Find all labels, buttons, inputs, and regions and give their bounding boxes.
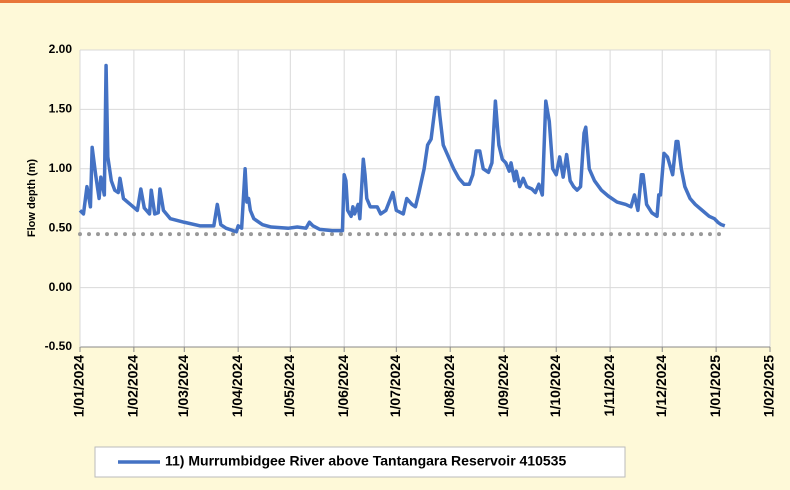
x-tick-label: 1/02/2025	[761, 355, 777, 417]
y-tick-label: 0.50	[49, 220, 73, 234]
x-tick-label: 1/03/2024	[175, 355, 191, 417]
x-tick-label: 1/04/2024	[229, 355, 245, 417]
x-tick-label: 1/08/2024	[441, 355, 457, 417]
x-tick-label: 1/12/2024	[653, 355, 669, 417]
x-tick-label: 1/06/2024	[335, 355, 351, 417]
legend-label: 11) Murrumbidgee River above Tantangara …	[165, 453, 566, 469]
x-tick-label: 1/09/2024	[495, 355, 511, 417]
x-tick-label: 1/02/2024	[125, 355, 141, 417]
x-tick-label: 1/10/2024	[547, 355, 563, 417]
y-tick-label: 1.50	[49, 102, 73, 116]
y-tick-label: 1.00	[49, 161, 73, 175]
y-tick-label: 0.00	[49, 280, 73, 294]
top-rule	[0, 0, 790, 3]
y-tick-label: 2.00	[49, 42, 73, 56]
y-axis-title: Flow depth (m)	[26, 159, 38, 238]
legend-box	[94, 446, 626, 478]
data-line	[78, 63, 726, 234]
plot-area	[80, 50, 770, 347]
x-tick-label: 1/07/2024	[387, 355, 403, 417]
x-tick-label: 1/05/2024	[281, 355, 297, 417]
x-tick-label: 1/11/2024	[601, 355, 617, 417]
x-tick-label: 1/01/2025	[707, 355, 723, 417]
x-tick-label: 1/01/2024	[71, 355, 87, 417]
y-tick-label: -0.50	[45, 339, 73, 353]
